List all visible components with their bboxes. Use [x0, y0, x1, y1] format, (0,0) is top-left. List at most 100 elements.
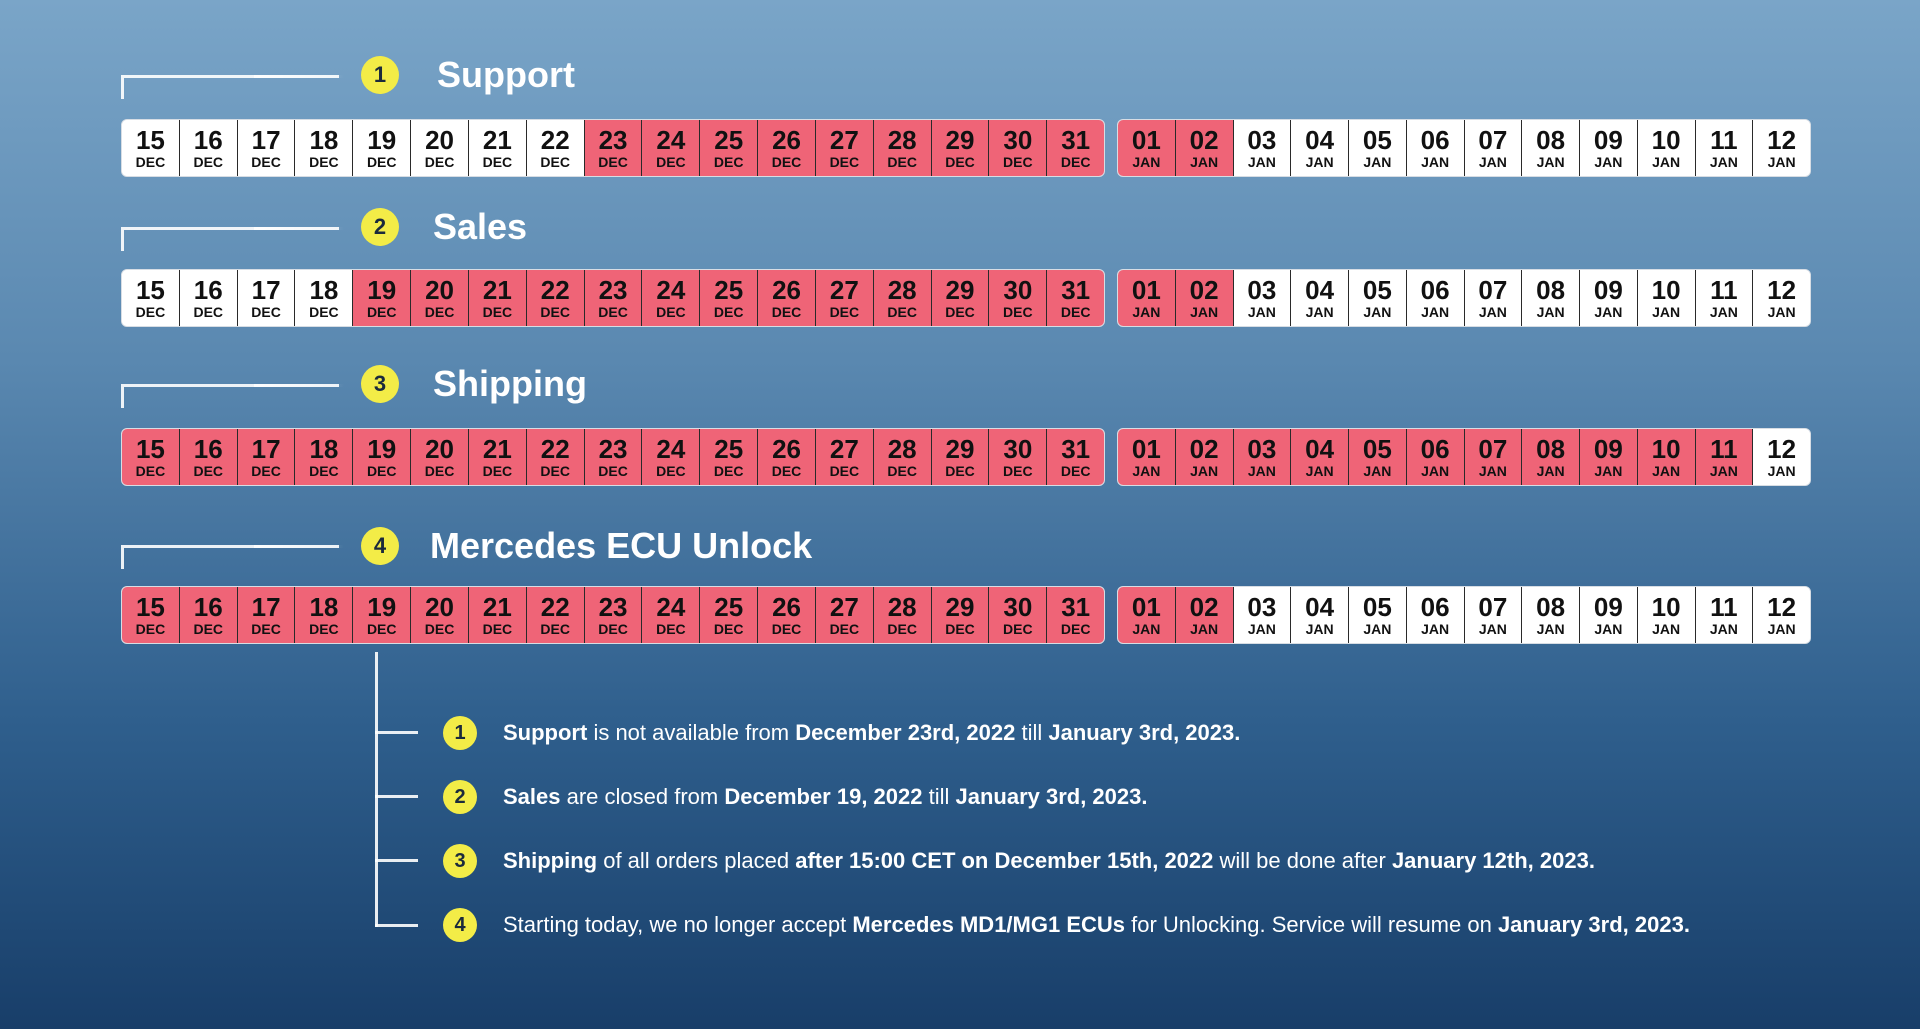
note-number-badge: 2 — [443, 780, 477, 814]
day-month: JAN — [1421, 621, 1450, 637]
day-month: JAN — [1478, 463, 1507, 479]
day-number: 08 — [1536, 592, 1566, 622]
day-number: 09 — [1593, 275, 1623, 305]
day-month: DEC — [887, 304, 917, 320]
day-number: 29 — [945, 592, 975, 622]
day-number: 30 — [1003, 275, 1033, 305]
day-number: 23 — [598, 434, 628, 464]
day-number: 05 — [1362, 125, 1392, 155]
day-number: 19 — [367, 592, 397, 622]
day-number: 08 — [1536, 434, 1566, 464]
day-cell: 03 JAN — [1233, 120, 1292, 176]
jan-strip: 01 JAN 02 JAN 03 JAN 04 JAN 05 JAN 06 JAN 07 JAN 08 JAN… — [1117, 269, 1811, 327]
dec-strip: 15 DEC 16 DEC 17 DEC 18 DEC 19 DEC 20 DEC 21 DEC 22 DEC… — [121, 269, 1105, 327]
section-number-badge: 2 — [361, 208, 399, 246]
day-number: 28 — [887, 434, 917, 464]
notes-connector-line — [375, 652, 378, 927]
day-number: 17 — [251, 125, 281, 155]
day-month: JAN — [1478, 154, 1507, 170]
day-number: 27 — [829, 275, 859, 305]
note-text: Support is not available from December 2… — [503, 718, 1240, 748]
day-cell: 25 DEC — [700, 120, 759, 176]
day-cell: 11 JAN — [1695, 270, 1754, 326]
day-cell: 25 DEC — [700, 587, 759, 643]
note-text: Starting today, we no longer accept Merc… — [503, 910, 1690, 940]
day-month: DEC — [1060, 154, 1091, 170]
day-cell: 07 JAN — [1464, 587, 1523, 643]
day-cell: 15 DEC — [122, 270, 180, 326]
day-number: 07 — [1478, 434, 1508, 464]
day-cell: 07 JAN — [1464, 429, 1523, 485]
day-cell: 16 DEC — [179, 270, 238, 326]
dec-strip: 15 DEC 16 DEC 17 DEC 18 DEC 19 DEC 20 DEC 21 DEC 22 DEC… — [121, 119, 1105, 177]
day-number: 16 — [193, 275, 223, 305]
day-number: 11 — [1710, 434, 1738, 464]
day-number: 10 — [1651, 275, 1681, 305]
day-cell: 04 JAN — [1291, 587, 1349, 643]
note-segment: will be done after — [1213, 848, 1392, 873]
day-month: JAN — [1363, 621, 1392, 637]
day-number: 10 — [1651, 592, 1681, 622]
day-month: DEC — [1003, 621, 1033, 637]
day-month: DEC — [366, 304, 397, 320]
day-cell: 16 DEC — [179, 429, 238, 485]
section-bracket — [121, 545, 344, 569]
day-month: DEC — [193, 621, 224, 637]
day-month: JAN — [1363, 304, 1392, 320]
day-cell: 30 DEC — [989, 429, 1048, 485]
day-cell: 09 JAN — [1580, 120, 1638, 176]
day-cell: 28 DEC — [873, 120, 932, 176]
day-number: 01 — [1131, 434, 1161, 464]
day-cell: 23 DEC — [584, 429, 643, 485]
day-number: 07 — [1478, 275, 1508, 305]
note-number-badge: 1 — [443, 716, 477, 750]
day-cell: 16 DEC — [179, 120, 238, 176]
day-cell: 31 DEC — [1047, 270, 1104, 326]
day-cell: 28 DEC — [873, 429, 932, 485]
day-month: DEC — [656, 621, 686, 637]
day-cell: 08 JAN — [1522, 120, 1580, 176]
day-month: DEC — [713, 154, 744, 170]
day-cell: 28 DEC — [873, 587, 932, 643]
day-cell: 24 DEC — [642, 587, 701, 643]
day-cell: 30 DEC — [989, 120, 1048, 176]
day-month: DEC — [829, 304, 860, 320]
day-number: 18 — [309, 434, 339, 464]
day-cell: 23 DEC — [584, 270, 643, 326]
day-number: 11 — [1710, 275, 1738, 305]
day-number: 29 — [945, 275, 975, 305]
day-month: JAN — [1421, 154, 1450, 170]
day-number: 11 — [1710, 125, 1738, 155]
day-number: 01 — [1131, 275, 1161, 305]
day-month: DEC — [771, 463, 802, 479]
day-cell: 07 JAN — [1464, 120, 1523, 176]
day-month: DEC — [1060, 304, 1091, 320]
day-month: JAN — [1305, 154, 1334, 170]
day-number: 03 — [1247, 125, 1277, 155]
day-month: DEC — [366, 154, 397, 170]
day-month: JAN — [1421, 463, 1450, 479]
day-month: DEC — [656, 154, 686, 170]
note-connector-tick — [375, 924, 418, 927]
day-month: DEC — [656, 304, 686, 320]
section-title: Mercedes ECU Unlock — [430, 525, 813, 566]
day-cell: 18 DEC — [295, 429, 354, 485]
day-cell: 08 JAN — [1522, 270, 1580, 326]
day-cell: 04 JAN — [1291, 270, 1349, 326]
day-cell: 21 DEC — [468, 429, 527, 485]
day-number: 17 — [251, 592, 281, 622]
day-cell: 05 JAN — [1349, 120, 1407, 176]
day-month: DEC — [829, 154, 860, 170]
day-month: DEC — [251, 621, 281, 637]
day-number: 25 — [714, 592, 744, 622]
day-number: 31 — [1061, 434, 1091, 464]
day-number: 17 — [251, 275, 281, 305]
day-month: DEC — [424, 621, 455, 637]
day-cell: 05 JAN — [1349, 429, 1407, 485]
day-number: 24 — [656, 125, 686, 155]
section-title: Shipping — [433, 363, 587, 404]
day-month: JAN — [1363, 463, 1392, 479]
day-number: 11 — [1710, 592, 1738, 622]
day-month: JAN — [1709, 154, 1738, 170]
day-number: 21 — [482, 275, 512, 305]
